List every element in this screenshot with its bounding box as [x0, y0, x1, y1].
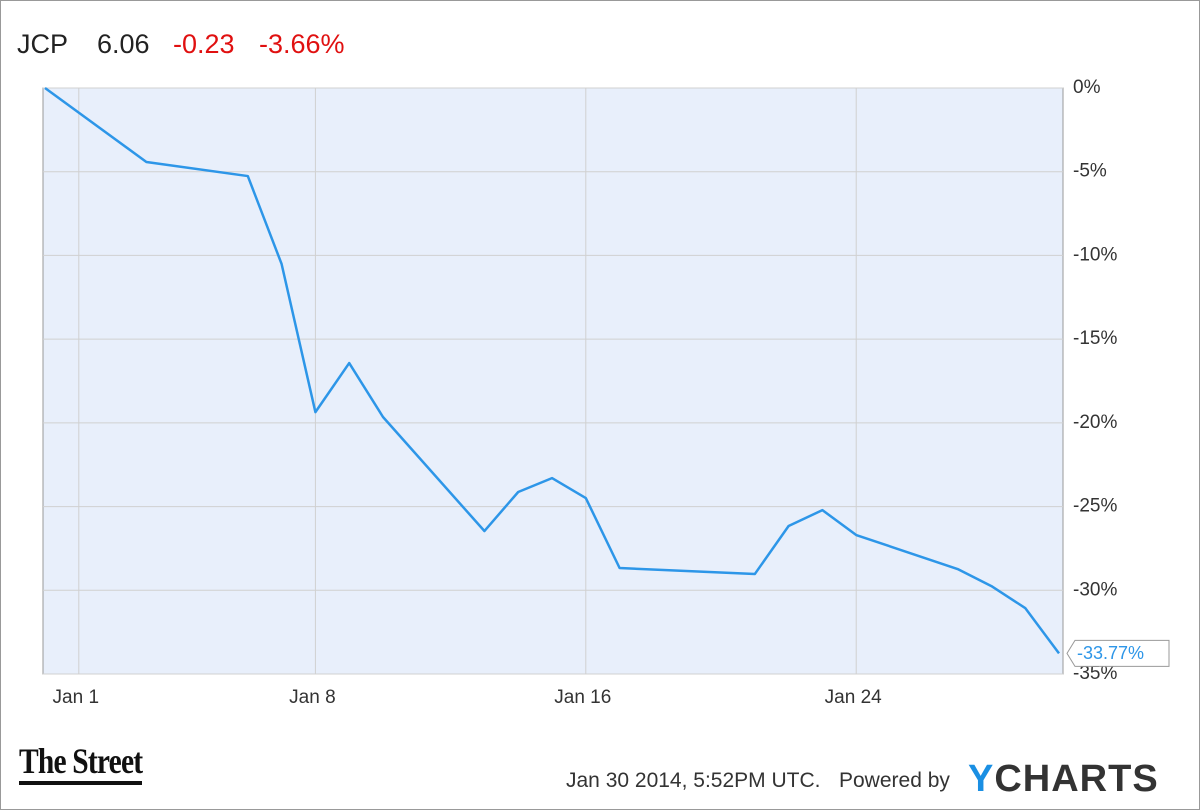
y-tick-label: -25%: [1073, 496, 1117, 517]
y-tick-label: -15%: [1073, 328, 1117, 349]
timestamp: Jan 30 2014, 5:52PM UTC.: [566, 769, 821, 792]
y-tick-label: -20%: [1073, 412, 1117, 433]
end-value-label: [1066, 639, 1170, 667]
line-series: [44, 86, 1061, 655]
powered-by: Powered by: [839, 769, 950, 792]
y-tick-label: -35%: [1073, 663, 1117, 684]
x-tick-label: Jan 16: [554, 687, 611, 708]
x-tick-label: Jan 1: [53, 687, 99, 708]
y-tick-label: -5%: [1073, 161, 1107, 182]
brand-logo: The Street: [19, 741, 143, 785]
change-percent: -3.66%: [259, 29, 345, 59]
y-tick-label: -30%: [1073, 579, 1117, 600]
value-label: -33.77%: [1077, 643, 1144, 663]
ticker: JCP: [17, 29, 69, 59]
change: -0.23: [173, 29, 235, 59]
x-tick-label: Jan 24: [825, 687, 882, 708]
y-tick-label: -10%: [1073, 244, 1117, 265]
chart: 0% -5% -10% -15% -20% -25% -30% -35% Jan 1 Jan 8 J…: [42, 77, 1170, 708]
provider-logo: YCHARTS: [968, 758, 1159, 800]
price: 6.06: [97, 29, 150, 59]
x-tick-label: Jan 8: [289, 687, 335, 708]
y-tick-label: 0%: [1073, 77, 1101, 98]
label-box: [1066, 639, 1170, 667]
plot-area: [42, 87, 1064, 675]
